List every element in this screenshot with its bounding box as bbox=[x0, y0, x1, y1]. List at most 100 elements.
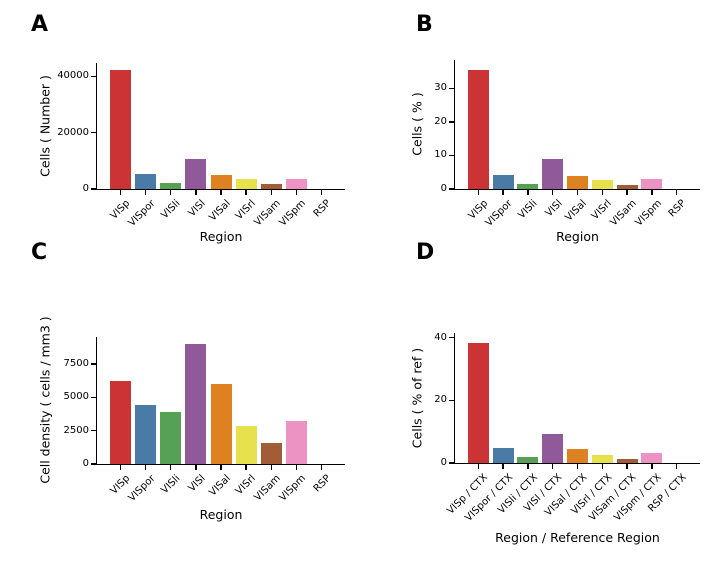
bar-visl bbox=[185, 344, 207, 464]
bar-visam bbox=[616, 184, 638, 189]
x-tick-label: RSP bbox=[311, 473, 334, 495]
x-tick-label: RSP bbox=[666, 198, 689, 220]
x-tick-mark bbox=[576, 464, 579, 469]
x-tick-label: RSP bbox=[311, 198, 334, 220]
x-tick-label: VISli bbox=[159, 473, 183, 497]
x-axis-title: Region bbox=[199, 507, 243, 522]
y-axis-title: Cells ( % ) bbox=[409, 92, 425, 156]
panel-b: Cells ( % ) 0 10 20 30 VISp VISpor VISli VISl VI… bbox=[361, 0, 723, 284]
bar-visl-ctx bbox=[542, 433, 564, 463]
y-tick-mark bbox=[449, 337, 454, 339]
y-axis-spine bbox=[453, 60, 455, 191]
x-tick-label: VISpm bbox=[633, 198, 664, 229]
bar-visal bbox=[210, 174, 232, 189]
bar-visrl bbox=[591, 179, 613, 189]
y-tick-label: 0 bbox=[440, 183, 447, 194]
y-axis-spine bbox=[453, 333, 455, 465]
y-tick-label: 0 bbox=[82, 458, 89, 469]
x-tick-mark bbox=[527, 190, 529, 195]
bar-vispor bbox=[492, 175, 514, 189]
x-tick-label: VISal bbox=[207, 473, 233, 499]
x-tick-mark bbox=[220, 465, 222, 470]
x-tick-mark bbox=[170, 190, 172, 195]
bar-visp bbox=[110, 381, 132, 464]
bar-visam bbox=[260, 442, 282, 464]
bar-visal-ctx bbox=[567, 449, 588, 463]
y-tick-mark bbox=[91, 430, 96, 432]
bar-vispm bbox=[641, 179, 663, 189]
x-tick-label: VISli bbox=[516, 198, 540, 222]
bar-vispor-ctx bbox=[492, 447, 514, 463]
y-tick-mark bbox=[91, 363, 96, 365]
x-tick-label: VISal bbox=[563, 198, 590, 224]
y-tick-mark bbox=[449, 188, 454, 190]
bar-visl bbox=[542, 158, 564, 189]
y-axis-title: Cell density ( cells / mm3 ) bbox=[37, 316, 53, 484]
x-axis-spine bbox=[95, 464, 345, 466]
x-tick-mark bbox=[477, 190, 480, 195]
x-tick-label: VISl bbox=[543, 198, 565, 220]
bar-visrl bbox=[235, 426, 257, 464]
x-tick-mark bbox=[626, 464, 628, 469]
y-axis-title: Cells ( % of ref ) bbox=[409, 347, 425, 449]
x-tick-mark bbox=[144, 190, 147, 195]
y-tick-mark bbox=[91, 75, 96, 77]
x-tick-mark bbox=[552, 190, 554, 195]
plot-area-b: 0 10 20 30 VISp VISpor VISli VISl VISal VISrl VISa… bbox=[434, 60, 700, 229]
y-tick-mark bbox=[449, 121, 454, 123]
panel-label-b: B bbox=[416, 12, 433, 37]
x-axis-title: Region bbox=[556, 229, 599, 244]
x-tick-mark bbox=[601, 464, 603, 469]
x-tick-mark bbox=[119, 465, 122, 470]
x-tick-mark bbox=[601, 190, 603, 195]
y-tick-label: 20000 bbox=[57, 126, 89, 138]
y-tick-label: 7500 bbox=[63, 358, 89, 370]
bar-vispm bbox=[285, 179, 307, 189]
bar-vispm bbox=[285, 421, 307, 464]
bar-visli bbox=[160, 183, 182, 189]
x-tick-mark bbox=[675, 190, 678, 195]
x-tick-mark bbox=[245, 190, 247, 195]
panel-a: Cells ( Number ) 0 20000 40000 VISp VISpor VI… bbox=[0, 0, 361, 284]
x-tick-mark bbox=[144, 465, 147, 470]
x-tick-mark bbox=[195, 465, 197, 470]
bar-visp bbox=[110, 69, 132, 189]
plot-area-c: 0 2500 5000 7500 VISp VISpor VISli VISl VISal VIS… bbox=[64, 337, 345, 504]
bar-vispor bbox=[135, 404, 157, 464]
x-tick-label: VISpor bbox=[484, 198, 515, 229]
x-tick-mark bbox=[320, 190, 323, 195]
bar-visl bbox=[185, 158, 207, 189]
x-tick-label: VISli bbox=[159, 198, 183, 222]
x-tick-mark bbox=[295, 465, 298, 470]
x-tick-label: VISal bbox=[207, 198, 233, 224]
y-tick-mark bbox=[449, 87, 454, 89]
x-tick-label: VISl bbox=[186, 473, 208, 495]
bar-visrl-ctx bbox=[591, 454, 613, 463]
x-tick-mark bbox=[119, 190, 122, 195]
bar-visal bbox=[567, 175, 588, 189]
x-tick-mark bbox=[270, 465, 272, 470]
plot-area-a: 0 20000 40000 VISp VISpor VISli VISl VISal VISrl… bbox=[57, 63, 345, 229]
x-tick-mark bbox=[477, 464, 480, 469]
x-tick-mark bbox=[195, 190, 197, 195]
x-tick-mark bbox=[651, 464, 653, 469]
bar-visli bbox=[517, 183, 539, 189]
y-tick-mark bbox=[91, 131, 96, 134]
panel-label-d: D bbox=[416, 240, 435, 265]
y-tick-mark bbox=[91, 396, 96, 399]
y-tick-label: 20 bbox=[434, 394, 447, 406]
y-axis-spine bbox=[95, 337, 97, 466]
x-axis-title: Region bbox=[199, 229, 243, 244]
x-axis-spine bbox=[453, 189, 700, 191]
x-tick-mark bbox=[552, 464, 554, 469]
panel-c: Cell density ( cells / mm3 ) 0 2500 5000 75… bbox=[0, 284, 361, 569]
plot-area-d: 0 20 40 VISp / CTX VISpor / CTX VISli / CTX VI… bbox=[434, 332, 700, 524]
y-axis-title: Cells ( Number ) bbox=[37, 75, 53, 177]
y-tick-mark bbox=[91, 188, 96, 190]
y-tick-mark bbox=[449, 462, 454, 464]
y-tick-label: 0 bbox=[440, 457, 447, 468]
panel-d: Cells ( % of ref ) 0 20 40 VISp / CTX VISpor… bbox=[361, 284, 723, 569]
x-tick-mark bbox=[527, 464, 529, 469]
x-tick-label: VISpor bbox=[126, 473, 158, 504]
y-tick-mark bbox=[449, 154, 454, 157]
